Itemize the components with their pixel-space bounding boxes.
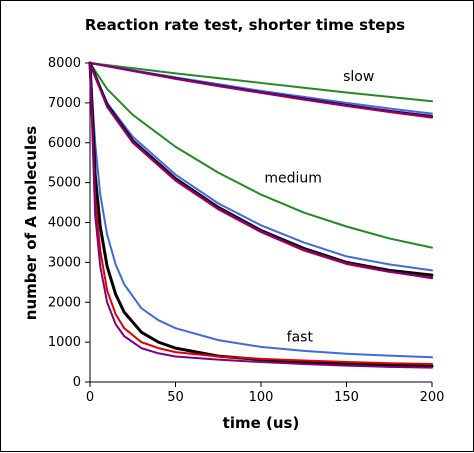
annotation-slow: slow xyxy=(343,69,374,85)
series-line-medium-9 xyxy=(89,62,433,280)
x-tick-label: 200 xyxy=(420,390,445,405)
y-tick-label: 4000 xyxy=(48,216,81,231)
series-line-medium-7 xyxy=(88,61,434,277)
y-tick-label: 8000 xyxy=(48,56,81,71)
series-line-slow-1 xyxy=(89,62,433,115)
series-line-medium-6 xyxy=(89,62,433,272)
y-tick-label: 7000 xyxy=(48,96,81,111)
series-line-medium-5 xyxy=(89,62,433,249)
x-tick-label: 50 xyxy=(167,390,184,405)
y-tick-label: 3000 xyxy=(48,255,81,270)
series-line-fast-10 xyxy=(89,62,433,359)
x-tick-label: 150 xyxy=(334,390,359,405)
series-line-slow-0 xyxy=(89,62,433,103)
series-line-slow-4 xyxy=(89,62,433,118)
annotation-fast: fast xyxy=(287,329,314,345)
x-tick-label: 100 xyxy=(249,390,274,405)
y-axis-label: number of A molecules xyxy=(22,126,40,321)
series-line-fast-12 xyxy=(89,62,433,366)
series-line-fast-13 xyxy=(89,62,433,369)
chart-title: Reaction rate test, shorter time steps xyxy=(85,16,405,34)
x-tick-label: 0 xyxy=(86,390,94,405)
y-tick-label: 6000 xyxy=(48,136,81,151)
series-line-fast-11 xyxy=(88,61,434,368)
y-tick-label: 0 xyxy=(73,375,81,390)
y-tick-label: 5000 xyxy=(48,176,81,191)
y-tick-label: 1000 xyxy=(48,335,81,350)
plot-area: 0 1000 2000 3000 4000 5000 6000 7000 8000 0 50 100 1… xyxy=(48,56,445,405)
x-axis-label: time (us) xyxy=(223,414,300,432)
y-tick-label: 2000 xyxy=(48,295,81,310)
annotation-medium: medium xyxy=(264,171,322,187)
